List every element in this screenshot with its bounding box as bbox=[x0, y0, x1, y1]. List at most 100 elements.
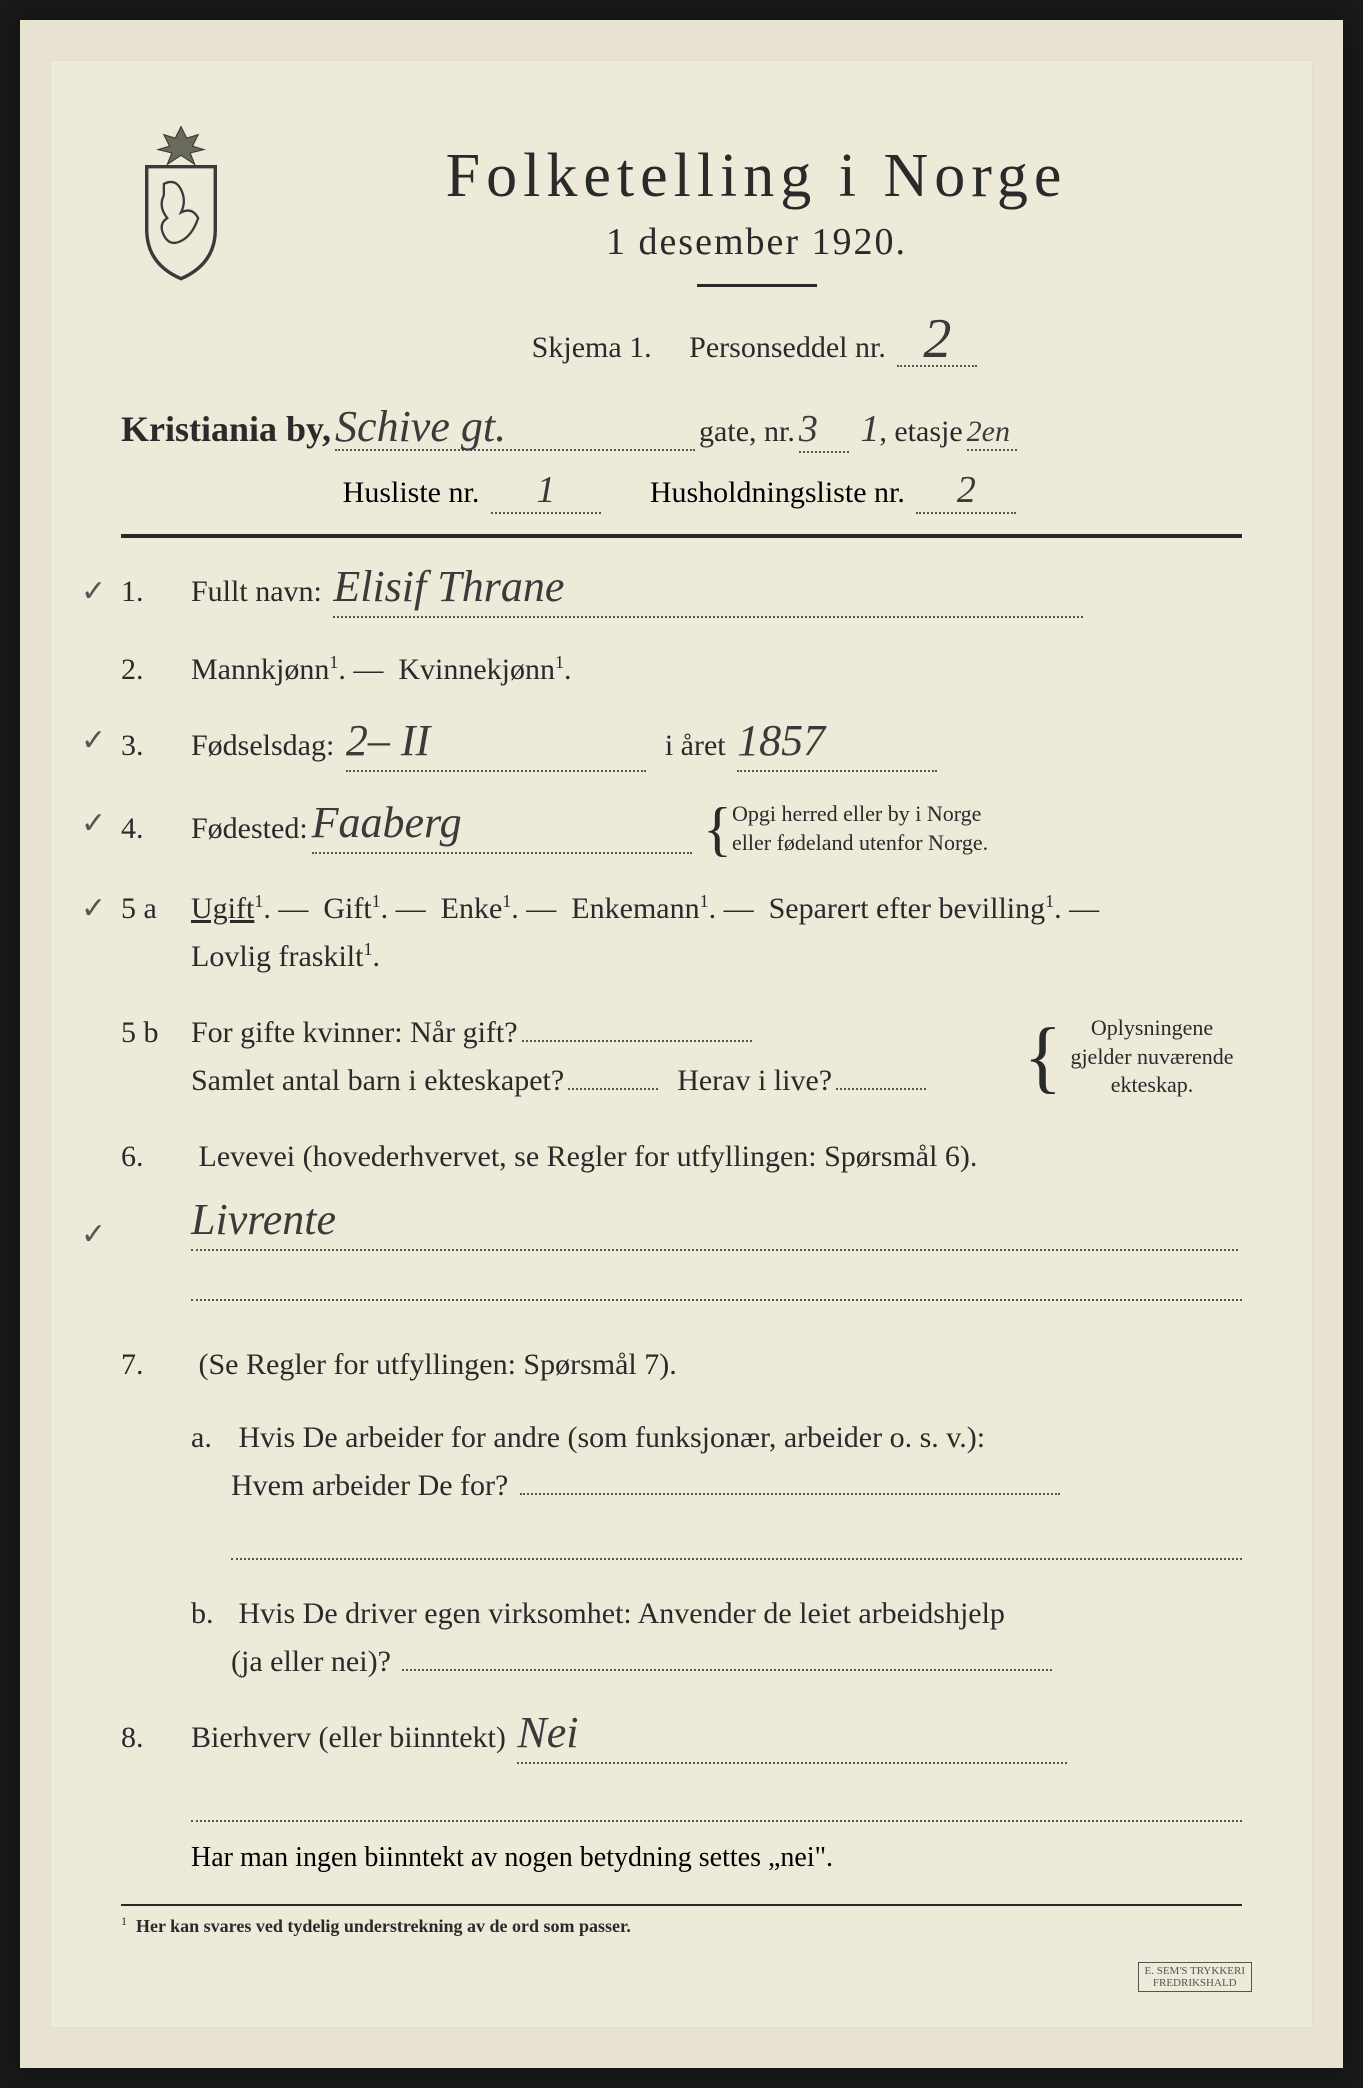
sup: 1 bbox=[372, 891, 381, 911]
q3-year-field: 1857 bbox=[737, 722, 937, 772]
q5a-opt4: Separert efter bevilling bbox=[769, 892, 1046, 925]
q5a-opt2: Enke bbox=[441, 892, 503, 925]
end: . bbox=[372, 940, 380, 973]
blank-line bbox=[231, 1530, 1242, 1560]
q7a: a. Hvis De arbeider for andre (som funks… bbox=[191, 1414, 1242, 1560]
field bbox=[836, 1088, 926, 1090]
q1: ✓ 1. Fullt navn: Elisif Thrane bbox=[121, 568, 1242, 618]
etasje-value: 2en bbox=[967, 415, 1010, 448]
q8-body: Bierhverv (eller biinntekt) Nei bbox=[191, 1714, 1242, 1764]
q6-num: 6. bbox=[121, 1133, 191, 1181]
q1-label: Fullt navn: bbox=[191, 575, 322, 608]
q3-day-field: 2– II bbox=[346, 722, 646, 772]
personseddel-field: 2 bbox=[897, 317, 977, 367]
sup: 1 bbox=[329, 652, 338, 672]
q2-k: Kvinnekjønn bbox=[398, 653, 555, 686]
q5b-l3: Herav i live? bbox=[677, 1064, 832, 1097]
q4-value: Faaberg bbox=[312, 798, 462, 847]
q5b-num: 5 b bbox=[121, 1009, 191, 1057]
gate-nr: 3 bbox=[799, 408, 818, 450]
q2-body: Mannkjønn1. — Kvinnekjønn1. bbox=[191, 646, 1242, 694]
q3-day: 2– II bbox=[346, 716, 430, 765]
q8-num: 8. bbox=[121, 1714, 191, 1762]
field bbox=[568, 1088, 658, 1090]
husholdning-label: Husholdningsliste nr. bbox=[650, 476, 905, 509]
q7a-t2: Hvem arbeider De for? bbox=[231, 1469, 508, 1502]
personseddel-value: 2 bbox=[923, 308, 951, 370]
q1-body: Fullt navn: Elisif Thrane bbox=[191, 568, 1242, 618]
q1-field: Elisif Thrane bbox=[333, 568, 1083, 618]
q2: 2. Mannkjønn1. — Kvinnekjønn1. bbox=[121, 646, 1242, 694]
husholdning-field: 2 bbox=[916, 468, 1016, 514]
q4-note2: eller fødeland utenfor Norge. bbox=[732, 830, 988, 855]
q7a-t1: Hvis De arbeider for andre (som funksjon… bbox=[239, 1421, 986, 1454]
skjema-label: Skjema 1. bbox=[532, 331, 652, 364]
q3: ✓ 3. Fødselsdag: 2– II i året 1857 bbox=[121, 722, 1242, 772]
blank-line bbox=[191, 1271, 1242, 1301]
q5a-opt1: Gift bbox=[323, 892, 371, 925]
footnote-marker: 1 bbox=[121, 1914, 127, 1928]
q8-field: Nei bbox=[517, 1714, 1067, 1764]
note-bottom: Har man ingen biinntekt av nogen betydni… bbox=[191, 1842, 1242, 1874]
q6: 6. Levevei (hovederhvervet, se Regler fo… bbox=[121, 1133, 1242, 1301]
q6-value: Livrente bbox=[191, 1195, 336, 1244]
sep: . — bbox=[709, 892, 754, 925]
q5a-opt5: Lovlig fraskilt bbox=[191, 940, 363, 973]
q5b-note: Oplysningene gjelder nuværende ekteskap. bbox=[1062, 1014, 1242, 1100]
check-icon: ✓ bbox=[81, 1211, 106, 1259]
q4-field: Faaberg bbox=[312, 804, 692, 854]
q1-num: 1. bbox=[121, 568, 191, 616]
q3-num: 3. bbox=[121, 722, 191, 770]
q8-value: Nei bbox=[517, 1708, 578, 1757]
q5b-left: For gifte kvinner: Når gift? Samlet anta… bbox=[191, 1009, 1024, 1105]
q7-num: 7. bbox=[121, 1341, 191, 1389]
q5a: ✓ 5 a Ugift1. — Gift1. — Enke1. — Enkema… bbox=[121, 885, 1242, 981]
divider bbox=[697, 284, 817, 287]
sup: 1 bbox=[1045, 891, 1054, 911]
subtitle: 1 desember 1920. bbox=[271, 220, 1242, 264]
street-value: Schive gt. bbox=[335, 402, 506, 451]
q5a-opt3: Enkemann bbox=[571, 892, 699, 925]
q7a-letter: a. bbox=[191, 1414, 231, 1462]
q5a-opt0: Ugift bbox=[191, 892, 254, 925]
city-label: Kristiania by, bbox=[121, 408, 331, 450]
printer-stamp: E. SEM'S TRYKKERI FREDRIKSHALD bbox=[1138, 1962, 1253, 1992]
q7b: b. Hvis De driver egen virksomhet: Anven… bbox=[191, 1590, 1242, 1686]
q5a-body: Ugift1. — Gift1. — Enke1. — Enkemann1. —… bbox=[191, 885, 1242, 981]
q5b-n2: gjelder nuværende bbox=[1070, 1044, 1233, 1069]
sup: 1 bbox=[254, 891, 263, 911]
footnote: 1 Her kan svares ved tydelig understrekn… bbox=[121, 1904, 1242, 1937]
q4-label: Fødested: bbox=[191, 805, 308, 853]
q8-label: Bierhverv (eller biinntekt) bbox=[191, 1721, 506, 1754]
title-block: Folketelling i Norge 1 desember 1920. Sk… bbox=[271, 121, 1242, 397]
etasje-label: , etasje bbox=[879, 415, 962, 449]
q3-year: 1857 bbox=[737, 716, 825, 765]
check-icon: ✓ bbox=[81, 885, 106, 933]
brace-icon: { bbox=[1024, 1037, 1062, 1077]
q4-body: Fødested: Faaberg { Opgi herred eller by… bbox=[191, 800, 1242, 857]
check-icon: ✓ bbox=[81, 717, 106, 765]
stamp-l2: FREDRIKSHALD bbox=[1153, 1977, 1237, 1989]
husholdning-value: 2 bbox=[957, 469, 976, 511]
footnote-text: Her kan svares ved tydelig understreknin… bbox=[136, 1916, 631, 1936]
q5b-n3: ekteskap. bbox=[1111, 1072, 1193, 1097]
q4-num: 4. bbox=[121, 805, 191, 853]
sup: 1 bbox=[502, 891, 511, 911]
q7b-t2: (ja eller nei)? bbox=[231, 1645, 391, 1678]
q6-field: Livrente bbox=[191, 1201, 1238, 1251]
stamp-l1: E. SEM'S TRYKKERI bbox=[1145, 1965, 1246, 1977]
q3-body: Fødselsdag: 2– II i året 1857 bbox=[191, 722, 1242, 772]
sep: . — bbox=[511, 892, 556, 925]
q2-end: . bbox=[564, 653, 572, 686]
field bbox=[402, 1669, 1052, 1671]
check-icon: ✓ bbox=[81, 568, 106, 616]
q4-note: Opgi herred eller by i Norge eller fødel… bbox=[732, 800, 988, 857]
sup: 1 bbox=[700, 891, 709, 911]
personseddel-label: Personseddel nr. bbox=[689, 331, 886, 364]
street-field: Schive gt. bbox=[335, 409, 695, 451]
field bbox=[522, 1040, 752, 1042]
sep: . — bbox=[263, 892, 308, 925]
check-icon: ✓ bbox=[81, 800, 106, 848]
q3-year-label: i året bbox=[665, 729, 726, 762]
q5a-num: 5 a bbox=[121, 885, 191, 933]
